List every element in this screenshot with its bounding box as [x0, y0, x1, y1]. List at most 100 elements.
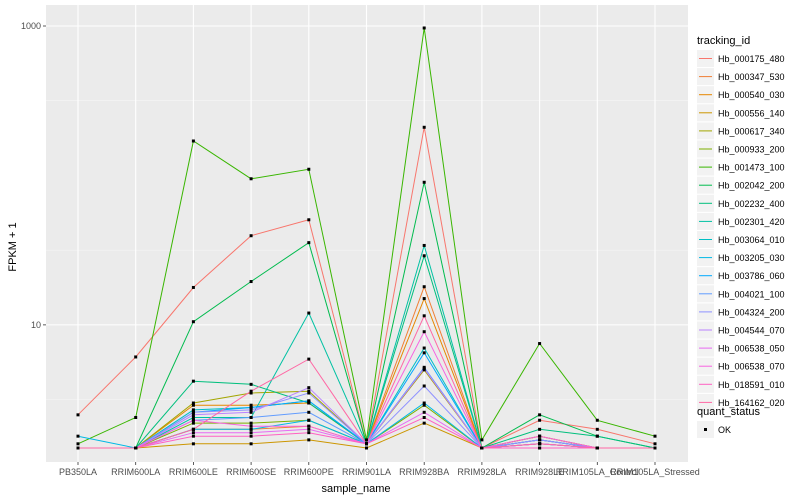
x-tick-label: RRIM928BA	[399, 467, 449, 477]
data-point	[422, 254, 426, 258]
data-point	[191, 421, 195, 425]
data-point	[480, 446, 484, 450]
y-axis-title: FPKM + 1	[7, 222, 19, 271]
legend-entry: Hb_002232_400	[718, 199, 785, 209]
data-point	[365, 438, 368, 442]
data-point	[307, 241, 311, 245]
x-tick-label: RRIM600SE	[226, 467, 276, 477]
legend-entry: Hb_006538_050	[718, 344, 785, 354]
data-point	[249, 431, 253, 435]
data-point	[307, 389, 311, 393]
legend-entry: Hb_004021_100	[718, 289, 785, 299]
legend: tracking_id Hb_000175_480 Hb_000347_530 Hb…	[697, 35, 785, 411]
x-tick-label: RRIM928LA	[457, 467, 506, 477]
data-point	[191, 408, 195, 412]
data-point	[191, 431, 195, 435]
data-point	[595, 446, 599, 450]
data-point	[538, 434, 542, 438]
data-point	[76, 446, 80, 450]
data-point	[653, 446, 657, 450]
data-point	[191, 442, 195, 446]
data-point	[249, 389, 253, 393]
legend-entry: Hb_002301_420	[718, 217, 785, 227]
data-point	[422, 180, 426, 184]
legend2-title: quant_status	[697, 406, 760, 418]
data-point	[307, 427, 311, 431]
data-point	[191, 434, 195, 438]
data-point	[307, 418, 311, 422]
data-point	[422, 384, 426, 388]
legend-entry: Hb_000933_200	[718, 145, 785, 155]
x-tick-label: RRIM600LA	[111, 467, 160, 477]
data-point	[422, 401, 426, 405]
data-point	[307, 357, 311, 361]
legend-entry: Hb_004324_200	[718, 307, 785, 317]
data-point	[307, 311, 311, 315]
data-point	[249, 405, 253, 409]
data-point	[307, 438, 311, 442]
data-point	[422, 243, 426, 247]
data-point	[538, 442, 542, 446]
legend-entry: Hb_006538_070	[718, 362, 785, 372]
data-point	[307, 386, 311, 390]
legend-entry: Hb_000556_140	[718, 108, 785, 118]
data-point	[76, 442, 80, 446]
x-tick-label: RRIM105LA_Stressed	[610, 467, 700, 477]
x-tick-label: RRIM600PE	[284, 467, 334, 477]
data-point	[249, 434, 253, 438]
data-point	[538, 438, 542, 442]
data-point	[480, 438, 484, 442]
legend-entry: Hb_164162_020	[718, 398, 785, 408]
data-point	[422, 297, 426, 301]
series-marks	[76, 26, 657, 450]
data-point	[422, 125, 426, 129]
data-point	[249, 234, 253, 238]
data-point	[538, 342, 542, 346]
legend-entry: Hb_004544_070	[718, 326, 785, 336]
legend-title: tracking_id	[697, 35, 750, 47]
data-point	[249, 442, 253, 446]
data-point	[538, 446, 542, 450]
x-tick-label: RRIM600LE	[169, 467, 218, 477]
data-point	[538, 418, 542, 422]
x-tick-label: RRIM901LA	[342, 467, 391, 477]
data-point	[595, 427, 599, 431]
data-point	[249, 403, 253, 407]
data-point	[422, 415, 426, 419]
data-point	[307, 401, 311, 405]
axes: 10 1000 PB350LA RRIM600LA RRIM600LE RRIM600SE…	[21, 21, 700, 477]
data-point	[595, 418, 599, 422]
legend-quant-status: quant_status OK	[697, 406, 760, 438]
data-point	[249, 427, 253, 431]
x-axis-title: sample_name	[321, 483, 390, 495]
legend-entry: Hb_001473_100	[718, 163, 785, 173]
x-tick-label: RRIM105LA_Control	[556, 467, 639, 477]
legend-entry: Hb_003064_010	[718, 235, 785, 245]
data-point	[191, 379, 195, 383]
data-point	[76, 434, 80, 438]
data-point	[249, 382, 253, 386]
data-point	[191, 320, 195, 324]
data-point	[191, 403, 195, 407]
legend-entry: Hb_003205_030	[718, 253, 785, 263]
data-point	[249, 280, 253, 284]
data-point	[595, 434, 599, 438]
data-point	[422, 346, 426, 350]
data-point	[307, 424, 311, 428]
data-point	[76, 413, 80, 417]
data-point	[249, 410, 253, 414]
data-point	[249, 421, 253, 425]
data-point	[249, 415, 253, 419]
data-point	[307, 391, 311, 395]
data-point	[191, 427, 195, 431]
data-point	[538, 413, 542, 417]
data-point	[307, 399, 311, 403]
data-point	[422, 421, 426, 425]
x-tick-label: PB350LA	[59, 467, 97, 477]
data-point	[365, 442, 368, 446]
legend-entry: Hb_000540_030	[718, 90, 785, 100]
data-point	[422, 351, 426, 355]
data-point	[653, 434, 657, 438]
legend2-entry: OK	[718, 425, 731, 435]
data-point	[134, 446, 138, 450]
